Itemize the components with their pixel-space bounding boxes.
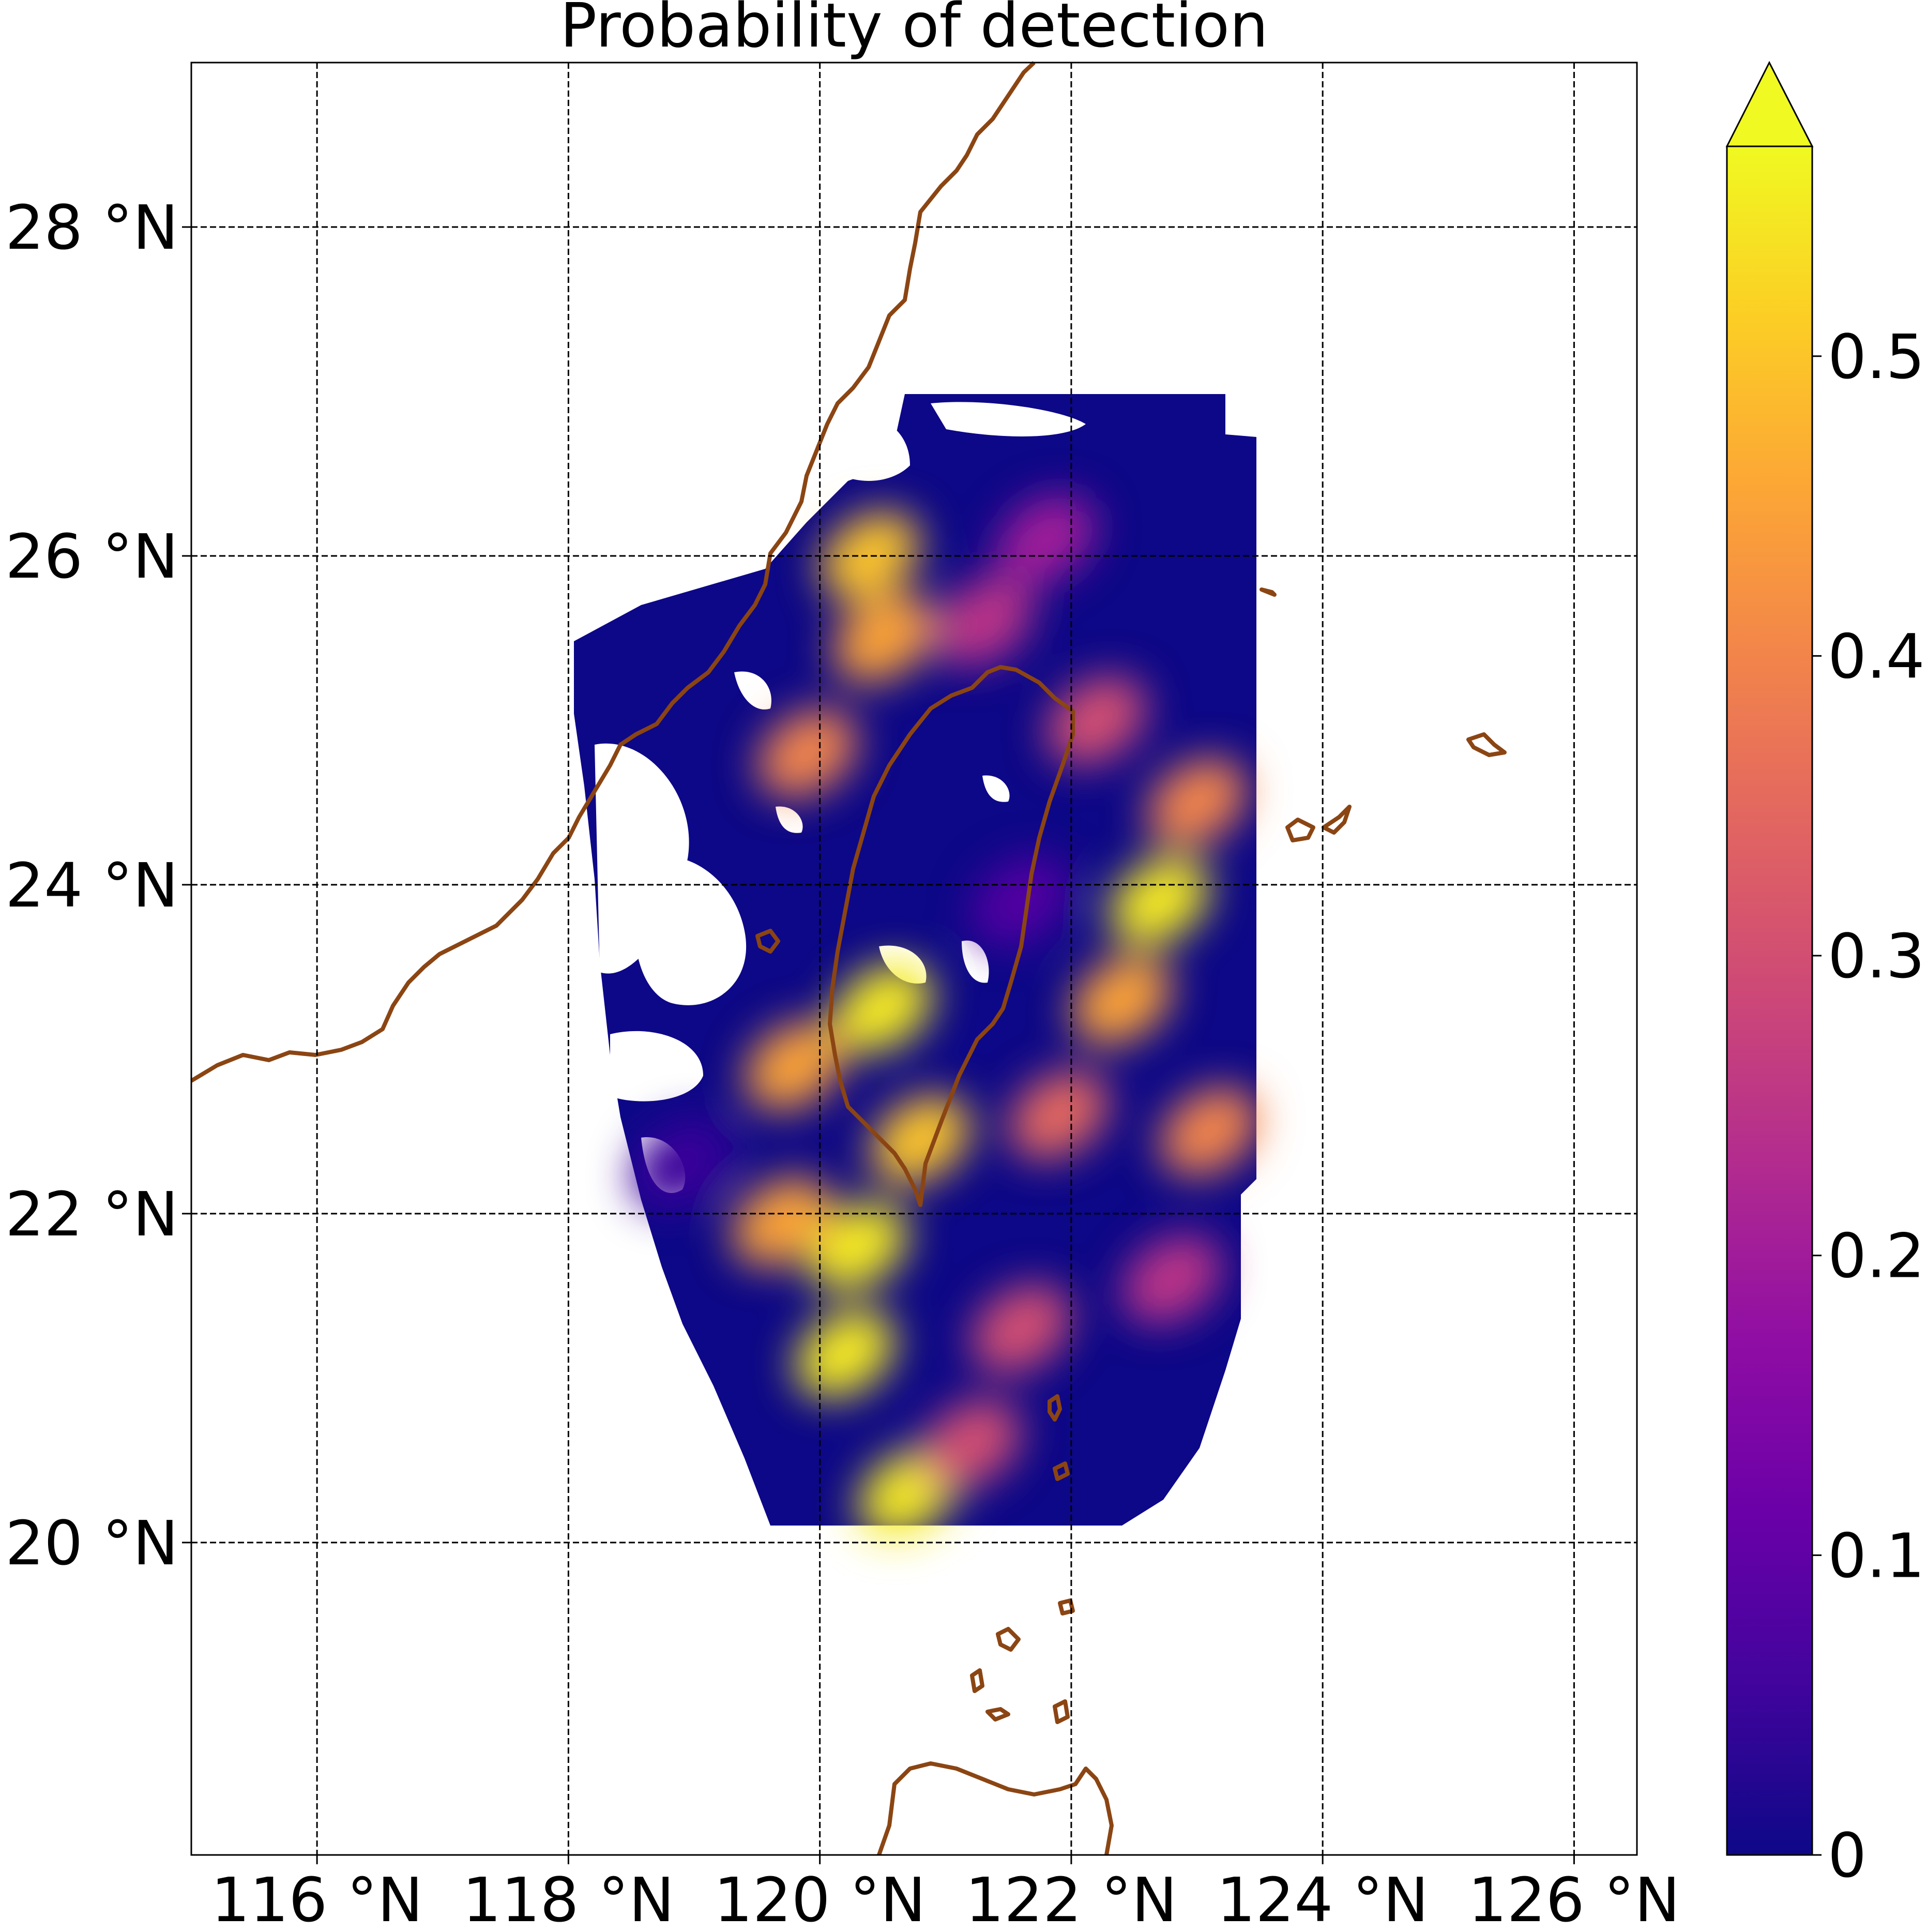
heat-layer (632, 495, 1260, 1538)
plot-frame (190, 62, 1638, 1856)
colorbar-tick-label: 0.5 (1828, 321, 1925, 393)
y-tick-label: 28 °N (5, 192, 178, 263)
detection-cell (757, 708, 857, 798)
x-axis: 116 °N 118 °N 120 °N 122 °N 124 °N 126 °N (211, 1855, 1680, 1932)
x-tick-label: 118 °N (462, 1864, 674, 1932)
detection-cell (808, 1202, 907, 1291)
x-tick-label: 124 °N (1217, 1864, 1429, 1932)
coastline-mainland (190, 61, 1036, 1083)
detection-cell (1122, 1235, 1222, 1324)
detection-cell (1109, 856, 1209, 946)
colorbar-extend-arrow (1725, 61, 1814, 147)
plot-area (190, 61, 1638, 1856)
colorbar-frame (1726, 145, 1813, 1856)
detection-cell (1147, 758, 1247, 847)
detection-cell (1071, 955, 1172, 1045)
colorbar-tick-label: 0.4 (1828, 621, 1925, 692)
x-tick-label: 120 °N (714, 1864, 926, 1932)
x-tick-label: 116 °N (211, 1864, 423, 1932)
detection-cell (820, 511, 920, 600)
colorbar-tick-label: 0.1 (1828, 1520, 1925, 1591)
coastline-island (1322, 805, 1352, 835)
coastline-island (1466, 732, 1507, 757)
x-tick-label: 126 °N (1468, 1864, 1680, 1932)
y-tick-label: 24 °N (5, 850, 178, 921)
detection-cell (1009, 1070, 1109, 1160)
coastlines (190, 61, 1507, 1856)
colorbar-tick-label: 0.2 (1828, 1220, 1925, 1292)
detection-cell (933, 577, 1033, 667)
y-axis: 20 °N 22 °N 24 °N 26 °N 28 °N (5, 192, 191, 1579)
coastline-island (1053, 1461, 1070, 1481)
detection-cell (921, 1399, 1021, 1489)
colorbar: 0 0.1 0.2 0.3 0.4 0.5 (1725, 61, 1925, 1891)
detection-cell (632, 1120, 732, 1209)
coastline-island (1053, 1699, 1070, 1724)
detection-cell (971, 856, 1071, 946)
coastline-island (1048, 1394, 1062, 1422)
chart-title: Probability of detection (560, 0, 1268, 61)
detection-cell (971, 1284, 1071, 1373)
detection-cell (833, 593, 933, 683)
coastline-island (1260, 587, 1277, 597)
coastline-taiwan (828, 665, 1075, 1207)
coastline-island (1285, 818, 1315, 842)
colorbar-gradient (1727, 146, 1812, 1855)
detection-cell (870, 1095, 970, 1184)
coastline-luzon (877, 1761, 1114, 1856)
coastline-island (755, 929, 780, 954)
y-tick-label: 22 °N (5, 1179, 178, 1250)
coastline-island (1058, 1598, 1075, 1616)
gridlines (191, 63, 1637, 1855)
colorbar-tick-label: 0.3 (1828, 920, 1925, 992)
colorbar-tick-label: 0 (1828, 1820, 1867, 1891)
x-tick-label: 122 °N (965, 1864, 1177, 1932)
detection-cell (1160, 1086, 1260, 1176)
coastline-island (985, 1707, 1010, 1722)
detection-cell (732, 1177, 832, 1266)
coastline-island (996, 1627, 1021, 1652)
colorbar-ticks: 0 0.1 0.2 0.3 0.4 0.5 (1812, 321, 1925, 1891)
y-tick-label: 20 °N (5, 1507, 178, 1579)
coastline-island (970, 1668, 984, 1693)
detection-cell (833, 963, 933, 1053)
y-tick-label: 26 °N (5, 521, 178, 592)
